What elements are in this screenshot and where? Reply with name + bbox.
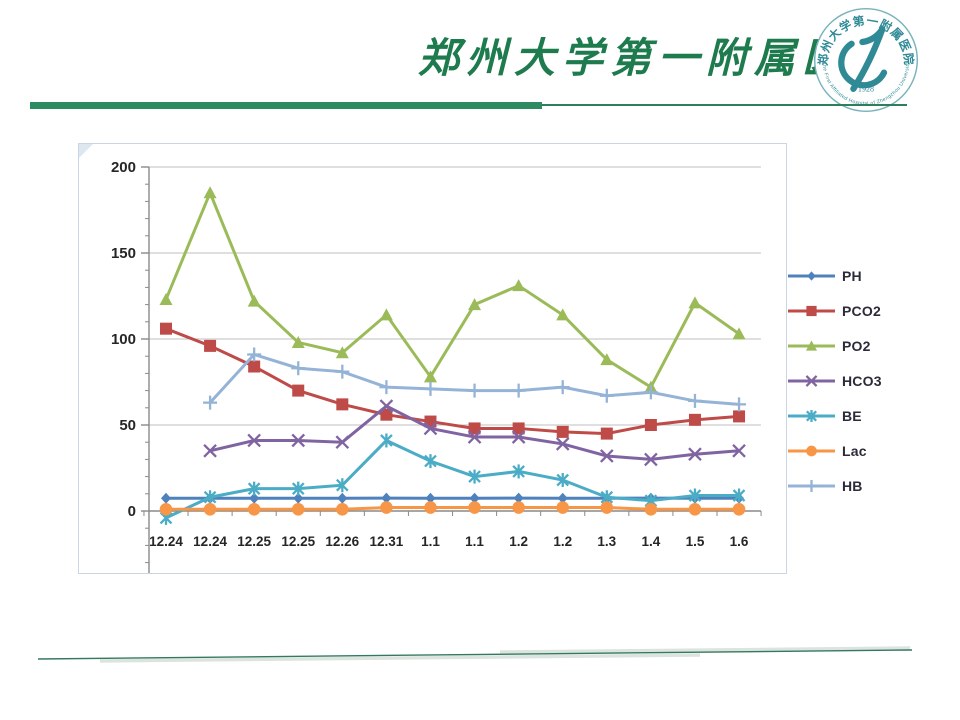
legend-item-BE: BE [788, 398, 938, 433]
x-tick-label: 1.5 [686, 534, 705, 549]
x-tick-label: 1.3 [597, 534, 616, 549]
legend-item-Lac: Lac [788, 433, 938, 468]
legend-marker-BE [788, 409, 835, 422]
chart-legend: PH PCO2 PO2 HCO3 BE Lac HB [788, 258, 938, 503]
y-tick-label: 150 [111, 245, 136, 262]
chart-frame: 0 50 100 150 200 12.24 12.24 12.25 12.25 12.26 12.… [78, 143, 787, 574]
y-tick-label: 200 [111, 159, 136, 176]
y-tick-label: 50 [119, 417, 136, 434]
logo-year: 1928 [858, 85, 874, 94]
legend-item-PH: PH [788, 258, 938, 293]
x-tick-label: 12.31 [370, 534, 404, 549]
x-tick-label: 1.2 [509, 534, 528, 549]
legend-label: HB [842, 477, 863, 494]
slide-title: 郑州大学第一附属医院 [418, 34, 898, 82]
legend-item-PCO2: PCO2 [788, 293, 938, 328]
legend-label: PO2 [842, 337, 871, 354]
legend-marker-HCO3 [788, 374, 835, 387]
series-markers-Lac [159, 501, 746, 516]
hospital-logo: 郑州大学第一附属医院 The First Affiliated Hospital… [813, 7, 919, 113]
bottom-divider [37, 646, 913, 663]
series-markers-BE [159, 433, 746, 525]
header-accent-bar [30, 102, 542, 109]
chart-svg: 0 50 100 150 200 12.24 12.24 12.25 12.25 12.26 12.… [111, 159, 762, 573]
legend-label: HCO3 [842, 372, 882, 389]
x-tick-label: 12.25 [281, 534, 315, 549]
x-tick-label: 1.1 [421, 534, 440, 549]
legend-marker-PH [788, 270, 835, 281]
legend-marker-PO2 [788, 339, 835, 351]
header-accent-line [542, 104, 907, 106]
legend-label: PH [842, 267, 862, 284]
y-tick-label: 0 [128, 503, 136, 520]
x-tick-label: 12.26 [325, 534, 359, 549]
legend-item-HB: HB [788, 468, 938, 503]
series-markers-HB [203, 347, 747, 412]
corner-fold-icon [79, 144, 93, 158]
legend-item-PO2: PO2 [788, 328, 938, 363]
legend-marker-PCO2 [788, 305, 835, 316]
series-line-Lac [166, 506, 740, 511]
legend-marker-HB [788, 479, 835, 492]
legend-label: Lac [842, 442, 867, 459]
legend-marker-Lac [788, 445, 835, 456]
series-line-PCO2 [165, 327, 740, 436]
x-tick-label: 12.25 [237, 534, 271, 549]
series-line-PO2 [164, 188, 740, 390]
x-tick-label: 1.1 [465, 534, 484, 549]
y-tick-label: 100 [111, 331, 136, 348]
series-markers-PCO2 [160, 322, 746, 440]
x-tick-label: 1.4 [641, 534, 660, 549]
series-line-BE [165, 438, 740, 520]
x-tick-label: 1.2 [553, 534, 572, 549]
logo-emblem [838, 26, 888, 92]
legend-label: BE [842, 407, 862, 424]
x-tick-label: 12.24 [193, 534, 227, 549]
x-tick-label: 1.6 [730, 534, 749, 549]
x-tick-label: 12.24 [149, 534, 183, 549]
legend-item-HCO3: HCO3 [788, 363, 938, 398]
legend-label: PCO2 [842, 302, 881, 319]
series-markers-HCO3 [203, 399, 746, 467]
